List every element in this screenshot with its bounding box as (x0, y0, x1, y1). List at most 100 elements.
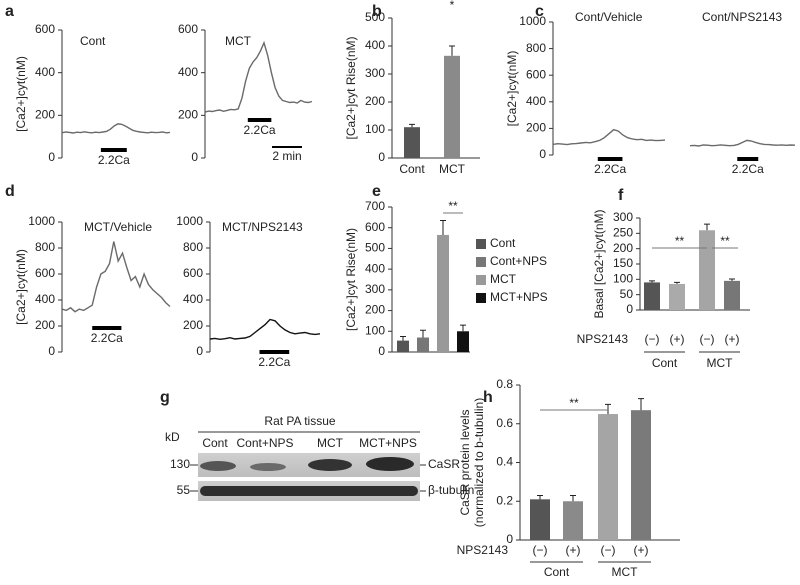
significance-label: * (450, 0, 455, 12)
x-tick-label: (−) (533, 543, 548, 557)
unit-label: kD (165, 430, 180, 444)
band (200, 486, 418, 496)
y-tick-label: 0 (196, 344, 203, 358)
stimulus-bar (597, 157, 623, 161)
trace-label: Cont/NPS2143 (702, 10, 782, 24)
y-tick-label: 200 (35, 108, 55, 122)
error-bar (400, 335, 406, 341)
trace (61, 241, 171, 313)
trace (209, 318, 321, 341)
band (366, 457, 414, 471)
x-tick-label: (−) (601, 543, 616, 557)
group-label: Cont (652, 356, 678, 370)
western-blot: g Rat PA tissue kD Cont Cont+NPS MCT MCT… (160, 389, 474, 501)
y-tick-label: 200 (35, 318, 55, 332)
stimulus-label: 2.2Ca (258, 355, 290, 369)
error-bar (729, 278, 735, 281)
scale-label: 2 min (272, 149, 301, 163)
band (250, 463, 286, 471)
error-bar (440, 219, 446, 235)
trace-label: MCT/Vehicle (84, 220, 152, 234)
lane-label: Cont (202, 436, 228, 450)
panel-letter: c (535, 3, 544, 20)
lane-label: Cont+NPS (236, 436, 293, 450)
y-tick-label: 100 (613, 272, 633, 286)
x-tick-label: (+) (634, 543, 649, 557)
y-tick-label: 0.4 (496, 455, 513, 469)
panel-letter: f (618, 187, 624, 204)
lane-label: MCT (317, 436, 344, 450)
y-tick-label: 600 (35, 22, 55, 36)
bar (457, 331, 469, 352)
y-tick-label: 0 (539, 147, 546, 161)
band-label: CaSR (428, 457, 460, 471)
panel-letter: e (372, 183, 381, 200)
x-axis-label: NPS2143 (457, 543, 509, 557)
y-tick-label: 150 (613, 256, 633, 270)
bar (444, 55, 460, 158)
marker-label: 130 (170, 457, 190, 471)
y-tick-label: 500 (365, 10, 385, 24)
group-label: MCT (612, 565, 639, 579)
stimulus-bar (259, 350, 290, 354)
trace-label: Cont/Vehicle (575, 10, 643, 24)
y-tick-label: 600 (35, 266, 55, 280)
stimulus-bar (247, 118, 272, 122)
stimulus-bar (92, 326, 122, 330)
y-tick-label: 200 (526, 121, 546, 135)
stimulus-bar (100, 148, 127, 152)
legend-label: MCT+NPS (490, 290, 548, 304)
trace-label: Cont (80, 34, 106, 48)
legend-label: MCT (490, 272, 517, 286)
trace (552, 128, 666, 146)
legend-swatch (476, 293, 486, 303)
trace-label: MCT (225, 34, 252, 48)
error-bar (449, 45, 455, 56)
y-tick-label: 200 (183, 318, 203, 332)
y-tick-label: 200 (365, 303, 385, 317)
error-bar (460, 324, 466, 332)
legend-label: Cont+NPS (490, 254, 547, 268)
error-bar (704, 223, 710, 231)
trace-label: MCT/NPS2143 (222, 220, 303, 234)
y-axis-label: Basal [Ca2+]cyt(nM) (592, 209, 606, 318)
blot-title: Rat PA tissue (264, 414, 335, 428)
legend-swatch (476, 239, 486, 249)
lane-label: MCT+NPS (359, 436, 417, 450)
x-tick-label: (+) (725, 332, 740, 346)
error-bar (638, 398, 644, 411)
y-tick-label: 0.2 (496, 493, 513, 507)
group-label: MCT (707, 356, 734, 370)
y-tick-label: 0 (378, 150, 385, 164)
y-tick-label: 100 (365, 122, 385, 136)
y-tick-label: 0.8 (496, 377, 513, 391)
y-tick-label: 200 (613, 241, 633, 255)
error-bar (570, 494, 576, 502)
stimulus-label: 2.2Ca (244, 123, 276, 137)
x-tick-label: MCT (439, 162, 466, 176)
band-label: β-tubulin (428, 483, 474, 497)
y-axis-label: [Ca2+]cyt(nM) (14, 56, 28, 132)
y-tick-label: 200 (178, 108, 198, 122)
stimulus-label: 2.2Ca (91, 331, 123, 345)
y-tick-label: 400 (365, 38, 385, 52)
legend-swatch (476, 275, 486, 285)
significance-label: ** (720, 234, 730, 248)
error-bar (409, 123, 415, 128)
bar (404, 127, 420, 158)
y-tick-label: 0 (48, 150, 55, 164)
bar (563, 501, 583, 540)
panel-letter: g (160, 389, 170, 406)
error-bar (537, 494, 543, 500)
x-axis-label: NPS2143 (577, 332, 629, 346)
stimulus-label: 2.2Ca (98, 153, 130, 167)
y-tick-label: 500 (365, 241, 385, 255)
y-tick-label: 0 (378, 344, 385, 358)
y-tick-label: 1000 (28, 214, 55, 228)
y-tick-label: 1000 (519, 14, 546, 28)
y-tick-label: 600 (365, 220, 385, 234)
y-axis-label: [Ca2+]cyt Rise(nM) (344, 228, 358, 331)
y-tick-label: 400 (178, 65, 198, 79)
legend-swatch (476, 257, 486, 267)
